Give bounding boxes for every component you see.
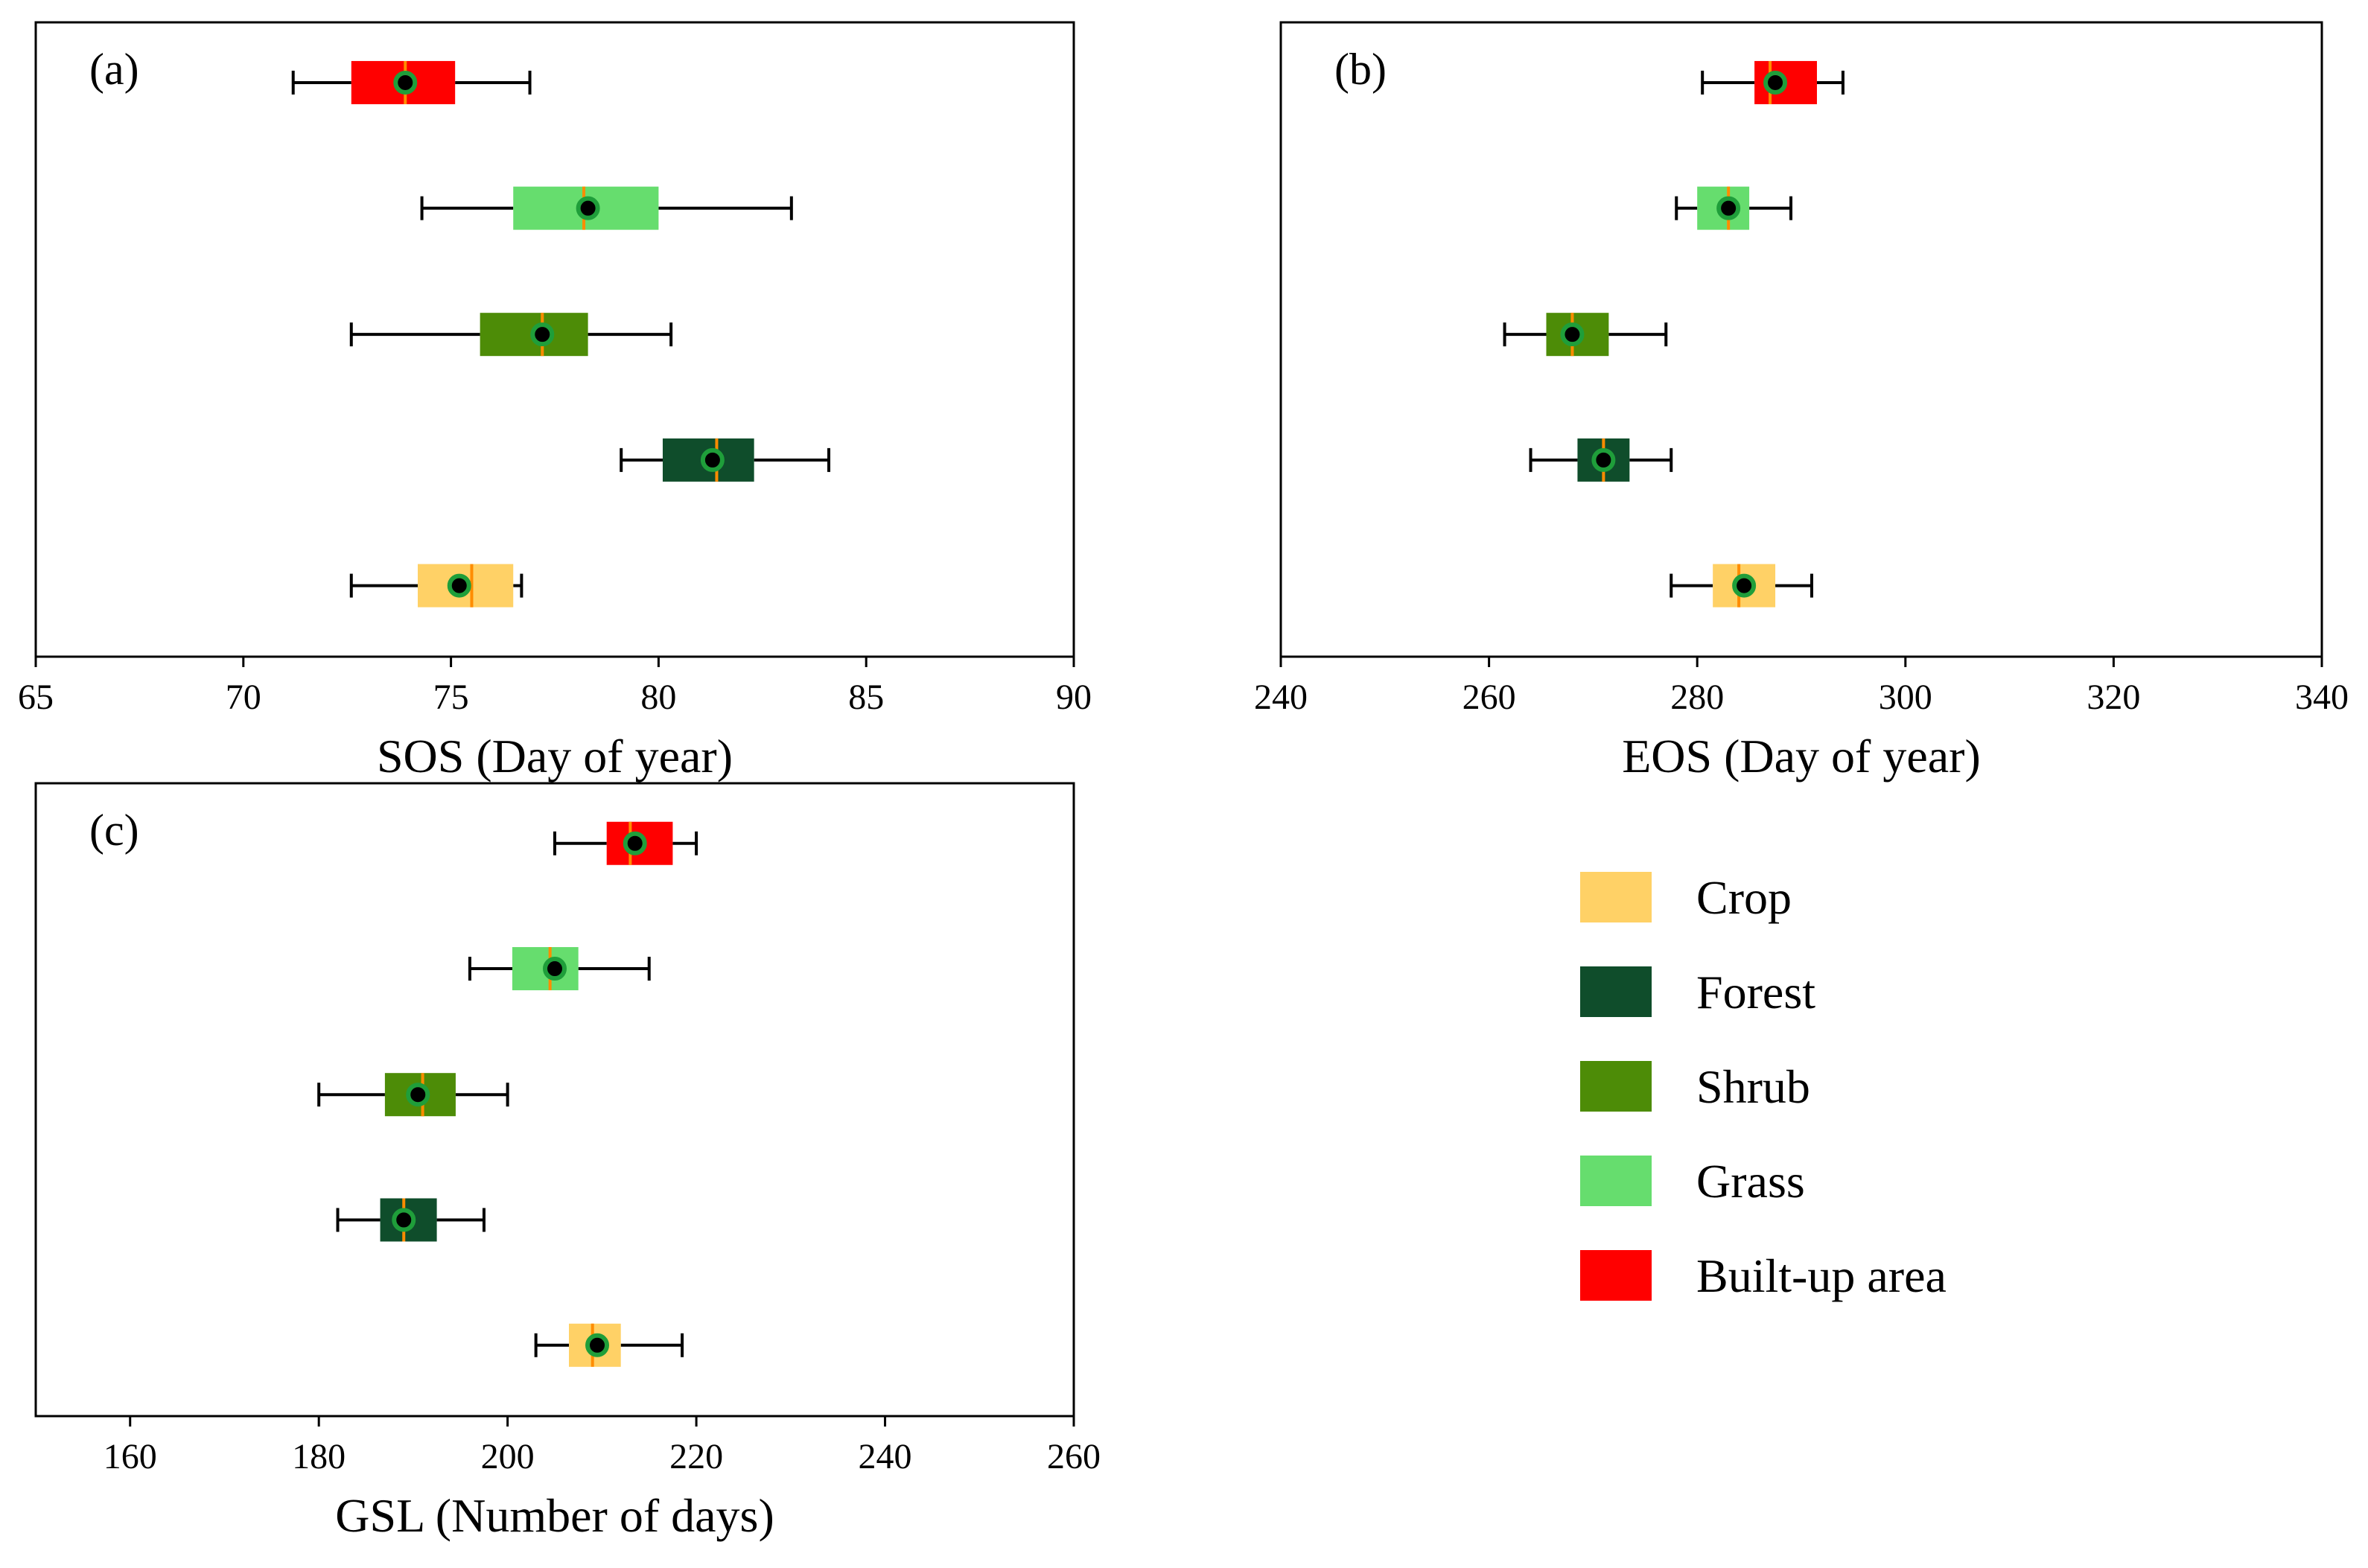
panel-label: (b) — [1334, 45, 1387, 94]
box-grass — [1675, 186, 1793, 230]
mean-marker — [1732, 573, 1757, 598]
x-tick-label: 80 — [640, 678, 676, 717]
box-grass — [420, 186, 793, 230]
legend-label: Forest — [1696, 966, 1815, 1019]
legend-swatch — [1580, 966, 1652, 1017]
legend-swatch — [1580, 1061, 1652, 1112]
mean-marker — [530, 322, 555, 347]
x-tick-label: 180 — [292, 1437, 346, 1476]
legend-swatch — [1580, 1156, 1652, 1206]
x-tick-label: 85 — [848, 678, 884, 717]
mean-marker — [392, 1208, 416, 1232]
legend-item-built-up-area: Built-up area — [1580, 1249, 1947, 1302]
legend-label: Built-up area — [1696, 1249, 1947, 1302]
box-shrub — [1503, 313, 1668, 357]
panel-a-sos: 65 70 75 80 85 90 SOS (Day of year) (a) — [18, 21, 1092, 783]
x-tick-label: 70 — [226, 678, 261, 717]
box-grass — [468, 947, 651, 991]
mean-marker — [406, 1083, 430, 1107]
x-tick-label: 260 — [1463, 678, 1516, 717]
axes-frame — [1279, 21, 2323, 658]
legend-label: Grass — [1696, 1155, 1805, 1208]
mean-marker — [1763, 70, 1788, 95]
x-tick-label: 160 — [104, 1437, 157, 1476]
mean-marker — [1560, 322, 1585, 347]
box-forest — [1529, 438, 1673, 482]
x-tick-label: 300 — [1879, 678, 1932, 717]
mean-marker — [623, 831, 647, 855]
mean-marker — [1716, 196, 1741, 220]
box-built-up-area — [291, 60, 532, 104]
mean-marker — [1591, 447, 1616, 472]
x-tick-label: 220 — [669, 1437, 723, 1476]
x-tick-label: 90 — [1056, 678, 1092, 717]
mean-marker — [700, 447, 725, 472]
mean-marker — [543, 957, 567, 981]
box-crop — [349, 564, 523, 608]
legend-item-grass: Grass — [1580, 1155, 1805, 1208]
legend-swatch — [1580, 872, 1652, 922]
x-tick-label: 320 — [2087, 678, 2140, 717]
mean-marker — [576, 196, 600, 220]
box-crop — [1670, 564, 1813, 608]
x-tick-label: 260 — [1047, 1437, 1101, 1476]
axes-frame — [34, 21, 1075, 658]
box-shrub — [349, 313, 673, 357]
x-axis-label: EOS (Day of year) — [1622, 730, 1981, 783]
x-tick-label: 200 — [481, 1437, 535, 1476]
legend-item-shrub: Shrub — [1580, 1060, 1810, 1113]
legend-label: Crop — [1696, 871, 1792, 924]
axes-frame — [34, 782, 1075, 1418]
x-tick-label: 240 — [1254, 678, 1308, 717]
mean-marker — [585, 1333, 610, 1357]
x-tick-label: 65 — [18, 678, 54, 717]
mean-marker — [393, 70, 418, 95]
box-forest — [336, 1198, 486, 1242]
legend-item-crop: Crop — [1580, 871, 1792, 924]
x-axis-label: SOS (Day of year) — [377, 730, 733, 783]
x-axis-label: GSL (Number of days) — [335, 1489, 774, 1542]
box-crop — [534, 1323, 684, 1367]
x-tick-label: 240 — [859, 1437, 912, 1476]
legend-item-forest: Forest — [1580, 966, 1815, 1019]
box-shrub — [317, 1073, 509, 1117]
x-tick-label: 340 — [2295, 678, 2349, 717]
box-built-up-area — [1701, 60, 1845, 104]
panel-b-eos: 240 260 280 300 320 340 EOS (Day of year) (b) — [1254, 21, 2349, 783]
panel-label: (c) — [89, 806, 139, 855]
box-built-up-area — [553, 821, 698, 865]
box-forest — [620, 438, 831, 482]
legend: Crop Forest Shrub Grass Built-up area — [1580, 871, 1947, 1302]
legend-label: Shrub — [1696, 1060, 1810, 1113]
panel-label: (a) — [89, 45, 139, 94]
x-tick-label: 75 — [433, 678, 469, 717]
panel-c-gsl: 160 180 200 220 240 260 GSL (Number of days) (c… — [34, 782, 1101, 1542]
legend-swatch — [1580, 1250, 1652, 1301]
mean-marker — [447, 573, 471, 598]
x-tick-label: 280 — [1670, 678, 1724, 717]
